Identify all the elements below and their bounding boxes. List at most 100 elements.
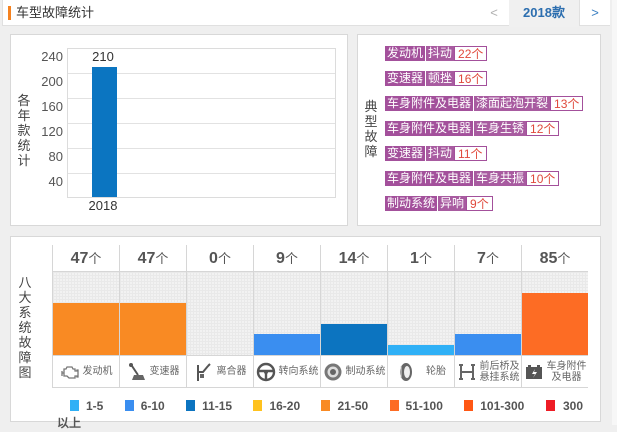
axle-suspension-icon xyxy=(458,363,475,380)
y-tick: 80 xyxy=(48,149,63,164)
gridline xyxy=(68,73,335,74)
legend-swatch xyxy=(545,400,555,411)
next-year-button[interactable]: > xyxy=(579,0,610,25)
bar-area xyxy=(187,271,253,355)
system-count: 85个 xyxy=(539,250,571,267)
bar-area xyxy=(321,271,387,355)
legend-item: 51-100 xyxy=(372,399,443,413)
system-count: 1个 xyxy=(410,250,432,267)
fault-count: 16个 xyxy=(454,71,488,86)
system-column-body-electrical[interactable]: 85个 车身附件 及电器 xyxy=(521,245,588,387)
system-bar xyxy=(522,293,588,355)
steering-wheel-icon xyxy=(256,362,275,381)
bar-area xyxy=(455,271,521,355)
fault-count: 12个 xyxy=(526,121,560,136)
system-bar xyxy=(388,345,454,355)
fault-count: 13个 xyxy=(550,96,584,111)
fault-system: 制动系统 xyxy=(385,196,438,211)
legend-item: 16-20 xyxy=(235,399,300,413)
system-column-engine[interactable]: 47个 发动机 xyxy=(52,245,119,387)
year-chart-axis-title: 各年款统计 xyxy=(17,93,31,168)
fault-symptom: 车身生锈 xyxy=(473,121,527,136)
system-label: 离合器 xyxy=(187,355,253,387)
fault-system: 车身附件及电器 xyxy=(385,96,474,111)
legend-item: 21-50 xyxy=(303,399,368,413)
gridline xyxy=(68,123,335,124)
system-chart-panel: 八大系统故障图 47个 发动机 47个 变速器 0个 离合器 xyxy=(10,236,601,430)
year-tab-current[interactable]: 2018款 xyxy=(509,0,579,27)
system-count: 7个 xyxy=(477,250,499,267)
bar-area xyxy=(522,271,588,355)
fault-tag[interactable]: 车身附件及电器 车身共振 10个 xyxy=(385,171,560,186)
system-column-transmission[interactable]: 47个 变速器 xyxy=(119,245,186,387)
y-tick: 200 xyxy=(41,74,63,89)
system-label: 变速器 xyxy=(120,355,186,387)
fault-symptom: 车身共振 xyxy=(473,171,527,186)
system-chart-legend: 1-5 6-10 11-15 16-20 21-50 51-100 101-30… xyxy=(57,398,591,432)
fault-count: 9个 xyxy=(466,196,493,211)
fault-tag[interactable]: 制动系统 异响 9个 xyxy=(385,196,493,211)
fault-symptom: 抖动 xyxy=(425,46,455,61)
system-label: 发动机 xyxy=(53,355,119,387)
fault-symptom: 顿挫 xyxy=(425,71,455,86)
year-chart-plot xyxy=(67,48,336,198)
y-tick: 120 xyxy=(41,124,63,139)
system-column-clutch[interactable]: 0个 离合器 xyxy=(186,245,253,387)
fault-tag[interactable]: 发动机 抖动 22个 xyxy=(385,46,488,61)
system-count: 47个 xyxy=(137,250,169,267)
gearshift-icon xyxy=(128,362,145,380)
bar-area xyxy=(388,271,454,355)
legend-swatch xyxy=(124,400,134,411)
system-label: 车身附件 及电器 xyxy=(522,355,588,387)
bar-area xyxy=(53,271,119,355)
y-tick: 160 xyxy=(41,99,63,114)
year-bar-2018[interactable] xyxy=(92,67,117,197)
system-column-brake[interactable]: 14个 制动系统 xyxy=(320,245,387,387)
legend-swatch xyxy=(321,400,331,411)
title-accent-bar xyxy=(8,6,11,20)
prev-year-button[interactable]: < xyxy=(490,5,498,20)
fault-tag[interactable]: 车身附件及电器 车身生锈 12个 xyxy=(385,121,560,136)
legend-swatch xyxy=(70,400,79,411)
fault-system: 变速器 xyxy=(385,146,426,161)
fault-tag[interactable]: 变速器 顿挫 16个 xyxy=(385,71,488,86)
year-chart-panel: 各年款统计 240 200 160 120 80 40 210 2018 xyxy=(10,34,348,226)
fault-tag[interactable]: 变速器 抖动 11个 xyxy=(385,146,487,161)
system-label: 制动系统 xyxy=(321,355,387,387)
system-column-suspension[interactable]: 7个 前后桥及 悬挂系统 xyxy=(454,245,521,387)
bar-area xyxy=(254,271,320,355)
bar-area xyxy=(120,271,186,355)
fault-tag[interactable]: 车身附件及电器 漆面起泡开裂 13个 xyxy=(385,96,584,111)
brake-disc-icon xyxy=(324,363,341,380)
fault-system: 发动机 xyxy=(385,46,426,61)
section-title: 车型故障统计 xyxy=(16,5,95,20)
legend-item: 1-5 xyxy=(57,399,103,413)
gridline xyxy=(68,148,335,149)
year-bar-label: 2018 xyxy=(88,198,118,213)
tire-icon xyxy=(400,362,412,381)
legend-item: 11-15 xyxy=(168,399,232,413)
legend-item: 6-10 xyxy=(107,399,165,413)
system-column-tire[interactable]: 1个 轮胎 xyxy=(387,245,454,387)
legend-swatch xyxy=(389,400,399,411)
system-count: 9个 xyxy=(276,250,298,267)
system-bar xyxy=(53,303,119,355)
fault-system: 变速器 xyxy=(385,71,426,86)
fault-system: 车身附件及电器 xyxy=(385,121,474,136)
system-bar xyxy=(120,303,186,355)
legend-swatch xyxy=(186,400,196,411)
fault-symptom: 异响 xyxy=(437,196,467,211)
y-tick: 240 xyxy=(41,49,63,64)
page-edge xyxy=(612,0,617,425)
system-column-steering[interactable]: 9个 转向系统 xyxy=(253,245,320,387)
y-tick: 40 xyxy=(48,174,63,189)
system-bar xyxy=(321,324,387,355)
section-header: 车型故障统计 < 2018款 > xyxy=(2,0,610,27)
system-label: 前后桥及 悬挂系统 xyxy=(455,355,521,387)
system-label: 轮胎 xyxy=(388,355,454,387)
fault-count: 11个 xyxy=(454,146,487,161)
system-count: 0个 xyxy=(209,250,231,267)
system-bar xyxy=(455,334,521,355)
fault-symptom: 漆面起泡开裂 xyxy=(473,96,551,111)
system-count: 47个 xyxy=(70,250,102,267)
